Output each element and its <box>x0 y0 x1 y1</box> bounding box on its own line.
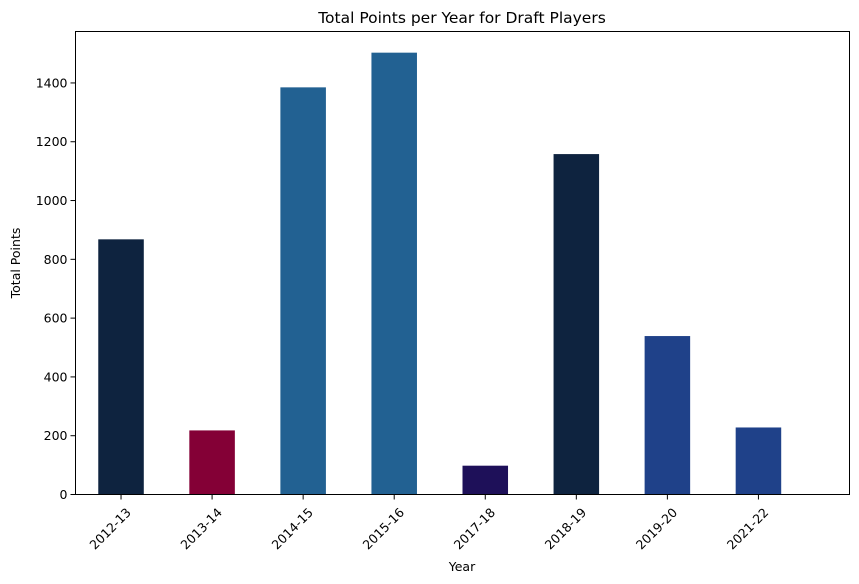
y-tick-label: 200 <box>44 428 68 443</box>
y-tick-label: 1400 <box>36 75 68 90</box>
x-tick-label: 2014-15 <box>269 505 317 553</box>
bar-2014-15 <box>280 87 326 495</box>
bar-2018-19 <box>553 154 600 495</box>
bar-2019-20 <box>644 336 691 495</box>
x-tick-label: 2019-20 <box>633 505 681 553</box>
x-tick-label: 2018-19 <box>542 505 590 553</box>
bar-2017-18 <box>462 465 509 495</box>
y-axis: 0 200 400 600 800 1000 1200 1400 <box>36 75 76 502</box>
bar-2013-14 <box>189 430 235 495</box>
plot-frame <box>75 31 850 495</box>
y-tick-label: 600 <box>44 311 68 326</box>
bars-group <box>98 52 782 495</box>
x-tick-label: 2021-22 <box>724 505 772 553</box>
chart-title: Total Points per Year for Draft Players <box>317 9 606 27</box>
y-tick-label: 1200 <box>36 134 68 149</box>
bar-2015-16 <box>371 52 417 495</box>
bar-2021-22 <box>735 427 782 495</box>
y-tick-label: 0 <box>60 487 68 502</box>
y-axis-label: Total Points <box>8 228 23 300</box>
x-tick-label: 2017-18 <box>451 505 499 553</box>
x-tick-label: 2012-13 <box>86 505 134 553</box>
y-tick-label: 1000 <box>36 193 68 208</box>
x-tick-label: 2013-14 <box>177 505 225 553</box>
x-tick-label: 2015-16 <box>360 505 408 553</box>
bar-2012-13 <box>98 239 144 495</box>
y-tick-label: 400 <box>44 369 68 384</box>
x-axis: 2012-13 2013-14 2014-15 2015-16 2017-18 2018-… <box>86 494 772 553</box>
x-axis-label: Year <box>448 559 476 574</box>
y-tick-label: 800 <box>44 252 68 267</box>
